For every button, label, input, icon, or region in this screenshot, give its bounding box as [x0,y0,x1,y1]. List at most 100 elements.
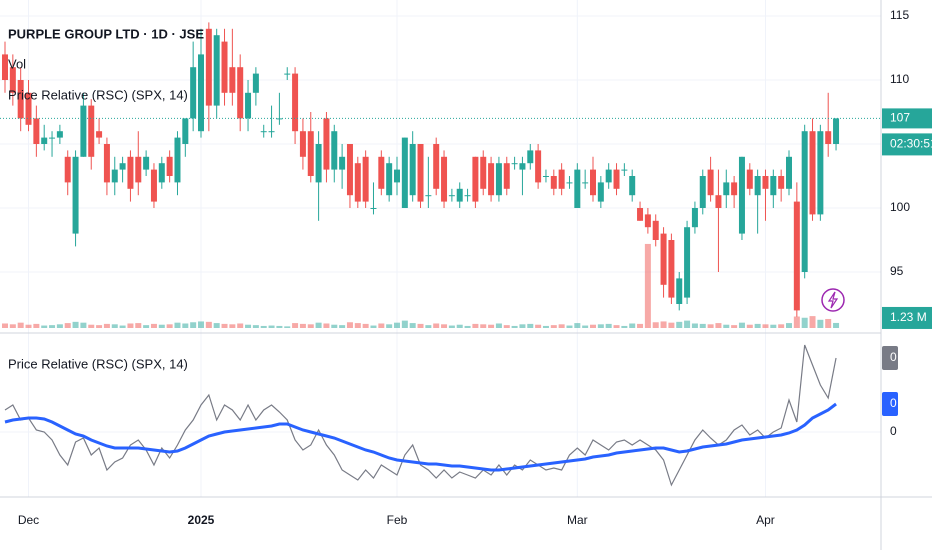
candle-body [480,156,487,189]
volume-bar [519,324,526,328]
volume-bar [691,323,698,328]
volume-bar [33,323,40,328]
candle-body [793,201,800,311]
volume-bar [590,324,596,328]
candle-body [597,182,604,202]
candle-body [778,176,785,189]
candle-body [621,169,628,171]
volume-bar [362,323,369,328]
volume-bar [386,324,393,328]
candle-body [307,131,314,176]
candle-body [386,163,393,196]
volume-bar [17,322,24,328]
volume-bar [182,323,189,328]
candle-body [801,131,808,272]
volume-bar [668,322,675,328]
candle-body [574,169,581,208]
volume-bar [746,324,753,328]
volume-bar [268,325,275,328]
volume-last-label-bg [882,306,932,329]
volume-bar [135,323,142,328]
volume-bar [339,325,346,328]
indicator-value-bg [882,392,898,416]
volume-bar [401,320,408,328]
candle-body [378,156,385,189]
candle-body [605,169,612,183]
alert-icon[interactable] [821,288,845,312]
candle-body [370,208,377,209]
price-tick-label: 95 [890,264,904,278]
candle-body [542,176,549,177]
volume-legend[interactable]: Vol [8,56,26,71]
volume-last-label-text: 1.23 M [890,310,927,324]
volume-bar [738,322,745,328]
volume-bar [394,322,400,328]
candle-body [754,176,761,196]
candle-body [448,195,455,197]
candle-body [409,144,416,196]
volume-bar [41,325,48,328]
candle-body [613,169,620,189]
volume-bar [480,324,487,328]
volume-bar [699,323,706,328]
volume-bar [213,323,220,328]
candle-body [260,131,267,133]
volume-bar [276,325,283,328]
volume-bar [488,324,495,328]
volume-bar [707,324,714,328]
candle-body [770,176,777,196]
volume-bar [527,323,534,328]
candle-body [629,176,636,196]
volume-bar [119,325,126,328]
candle-body [464,195,471,197]
last-price-label-bg [882,108,932,129]
candle-body [299,131,306,157]
candle-body [9,67,16,93]
indicator-line [4,402,837,472]
volume-bar [660,321,667,328]
candle-body [166,156,173,176]
volume-bar [754,323,761,328]
candle-body [550,176,557,189]
candle-body [558,169,565,189]
volume-bar [354,323,361,328]
candle-body [205,28,212,106]
volume-bar [786,323,792,328]
candle-body [731,182,738,196]
indicator-value-bg [882,346,898,370]
volume-bar [676,321,683,328]
candle-body [362,156,369,202]
indicator-pane-title[interactable]: Price Relative (RSC) (SPX, 14) [8,356,188,371]
price-tick-label: 100 [890,200,910,214]
candle-body [17,80,24,119]
candle-body [417,144,424,202]
volume-bar [511,325,518,328]
candle-body [691,208,698,228]
volume-bar [103,323,110,328]
volume-bar [801,317,808,328]
volume-bar [652,322,659,328]
volume-bar [331,324,338,328]
candle-body [511,163,518,165]
volume-bar [597,324,604,328]
candle-body [401,137,408,208]
volume-bar [542,325,549,328]
candle-body [590,169,596,196]
candle-body [723,182,730,196]
indicator-value-text: 0 [890,350,897,364]
symbol-title[interactable]: PURPLE GROUP LTD · 1D · JSE [8,26,204,41]
time-tick-label: Apr [756,513,775,527]
candle-body [519,163,526,170]
volume-bar [566,325,573,328]
volume-bar [166,324,173,328]
candle-body [190,67,197,119]
candle-body [41,137,48,144]
indicator-legend[interactable]: Price Relative (RSC) (SPX, 14) [8,87,188,102]
candle-body [433,144,440,189]
volume-bar [127,323,134,328]
volume-bar [292,323,299,328]
volume-bar [323,323,330,328]
volume-bar [260,325,267,328]
candle-body [315,144,322,183]
